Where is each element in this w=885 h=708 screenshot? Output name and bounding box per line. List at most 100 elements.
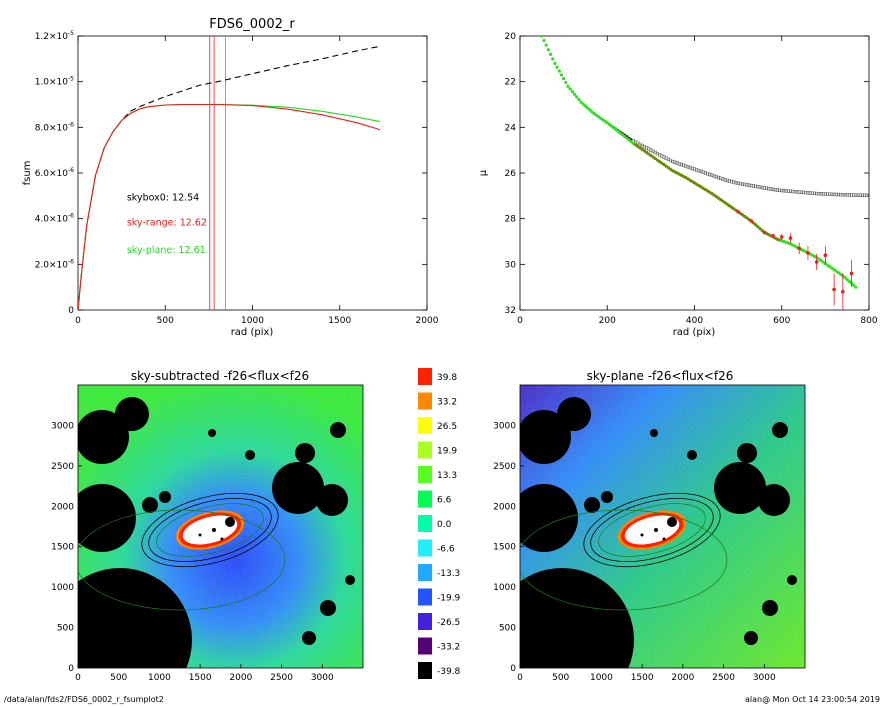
mu-point bbox=[773, 188, 777, 192]
fsum-frame bbox=[77, 35, 428, 311]
fsum-y-axis: 02.0×10-64.0×10-66.0×10-68.0×10-61.0×10-… bbox=[35, 30, 427, 316]
mu-point bbox=[695, 168, 699, 172]
mu-point bbox=[655, 151, 660, 156]
x-tick-label: 200 bbox=[599, 316, 616, 326]
colorbar-label: 0.0 bbox=[437, 520, 452, 530]
mu-point bbox=[786, 189, 790, 193]
colorbar-label: -13.3 bbox=[437, 569, 460, 579]
x-tick-label: 1500 bbox=[328, 316, 351, 326]
y-tick-label: 0 bbox=[68, 306, 74, 316]
mu-point bbox=[828, 192, 832, 196]
mu-point bbox=[642, 145, 646, 149]
y-tick-label: 1500 bbox=[493, 543, 516, 553]
footer-stamp: alan@ Mon Oct 14 23:00:54 2019 bbox=[745, 695, 880, 704]
mu-point bbox=[590, 110, 594, 114]
mu-point bbox=[721, 177, 725, 181]
mu-point bbox=[575, 95, 579, 99]
x-tick-label: 2000 bbox=[416, 316, 439, 326]
x-tick-label: 2000 bbox=[229, 673, 252, 683]
x-tick-label: 3000 bbox=[311, 673, 334, 683]
mu-point bbox=[845, 193, 849, 197]
y-tick-label: 24 bbox=[505, 123, 517, 133]
mu-point bbox=[819, 192, 823, 196]
mu-point bbox=[753, 184, 758, 188]
mu-point bbox=[865, 193, 869, 197]
y-tick-label: 6.0×10-6 bbox=[35, 167, 74, 179]
x-tick-label: 600 bbox=[773, 316, 790, 326]
y-tick-mantissa: 1.0×10 bbox=[35, 78, 69, 88]
mu-point bbox=[579, 100, 583, 104]
mu-point bbox=[732, 180, 736, 184]
mu-point bbox=[841, 193, 845, 197]
mu-point bbox=[638, 142, 642, 147]
y-tick-label: 500 bbox=[57, 624, 74, 634]
mu-point bbox=[782, 189, 786, 193]
y-tick-label: 22 bbox=[505, 78, 516, 88]
mu-point bbox=[705, 172, 710, 176]
y-tick-label: 1.2×10-5 bbox=[35, 30, 74, 42]
mu-point bbox=[795, 190, 799, 194]
y-tick-label: 2500 bbox=[51, 462, 74, 472]
mu-point bbox=[814, 260, 819, 264]
x-tick-label: 0 bbox=[75, 316, 81, 326]
mu-point bbox=[729, 179, 734, 184]
colorbar-swatch bbox=[418, 662, 432, 679]
mu-point bbox=[749, 219, 754, 223]
colorbar-swatch bbox=[418, 441, 432, 459]
sky-subtracted-image bbox=[78, 385, 363, 668]
mu-point bbox=[684, 164, 688, 168]
mu-point bbox=[784, 189, 788, 193]
mu-point bbox=[692, 167, 697, 171]
sky-plane-panel: sky-plane -f26<flux<f26 bbox=[493, 369, 806, 683]
colorbar-swatch bbox=[418, 539, 432, 557]
mu-point bbox=[825, 192, 830, 196]
x-tick-label: 2500 bbox=[712, 673, 735, 683]
colorbar-label: 33.2 bbox=[437, 398, 457, 408]
mu-point bbox=[668, 158, 673, 163]
mu-point bbox=[769, 187, 773, 191]
mu-point bbox=[788, 236, 793, 240]
mu-point bbox=[586, 106, 590, 110]
mu-ylabel: μ bbox=[478, 169, 489, 176]
mu-point bbox=[780, 188, 784, 193]
mu-point bbox=[771, 233, 775, 238]
mu-point bbox=[710, 173, 714, 177]
mu-point bbox=[610, 124, 614, 128]
mu-point bbox=[756, 225, 760, 229]
x-tick-label: 500 bbox=[157, 316, 174, 326]
mu-point bbox=[771, 187, 775, 192]
mu-point bbox=[797, 190, 801, 194]
sky-plane-image bbox=[520, 385, 805, 668]
mu-point bbox=[767, 186, 771, 191]
y-tick-mantissa: 0 bbox=[68, 306, 74, 316]
mu-point bbox=[747, 183, 751, 187]
x-tick-label: 0 bbox=[517, 316, 523, 326]
colorbar-swatch bbox=[418, 466, 432, 483]
y-tick-label: 3000 bbox=[51, 421, 74, 431]
y-tick-exponent: -6 bbox=[68, 258, 74, 265]
mu-point bbox=[762, 230, 767, 235]
x-tick-label: 1000 bbox=[148, 673, 171, 683]
x-tick-label: 3000 bbox=[753, 673, 776, 683]
mu-point bbox=[823, 253, 828, 257]
mu-point bbox=[849, 193, 854, 197]
mu-point bbox=[657, 153, 662, 157]
annotation-label: sky-range: 12.62 bbox=[127, 218, 207, 229]
mu-y-axis: 20 22 24 26 28 30 32 bbox=[505, 32, 869, 316]
mu-point bbox=[551, 57, 555, 61]
mu-point bbox=[758, 185, 762, 189]
y-tick-mantissa: 1.2×10 bbox=[35, 32, 69, 42]
colorbar-swatch bbox=[418, 637, 432, 655]
mu-point bbox=[804, 190, 808, 195]
mu-point bbox=[644, 146, 649, 150]
sky-radius-lines bbox=[209, 36, 226, 310]
mu-point bbox=[740, 182, 745, 186]
mu-point bbox=[542, 38, 546, 43]
sky-annotations: skybox0: 12.54 sky-range: 12.62 sky-plane:… bbox=[127, 192, 207, 256]
x-tick-label: 800 bbox=[860, 316, 877, 326]
mu-point bbox=[564, 80, 568, 85]
colorbar-label: -26.5 bbox=[437, 618, 460, 628]
mu-point bbox=[555, 65, 559, 69]
mu-point bbox=[834, 192, 838, 197]
